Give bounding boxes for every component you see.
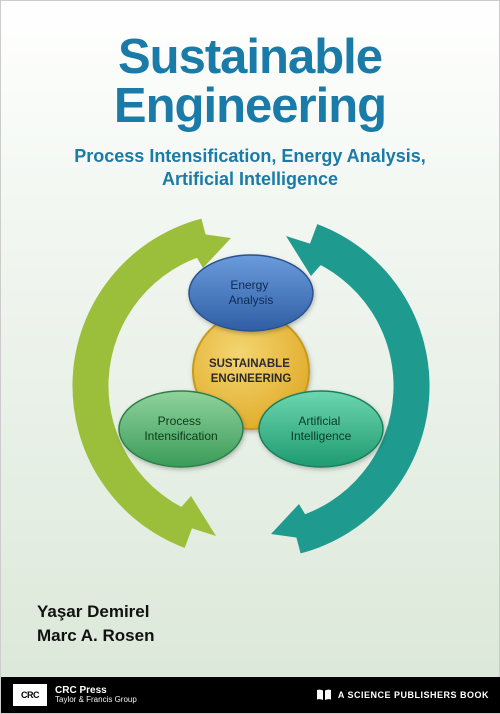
publisher-logo: CRC xyxy=(13,684,47,706)
center-label-line1: SUSTAINABLE xyxy=(209,358,290,370)
book-icon xyxy=(316,689,332,701)
petal-ai-label: Artificial Intelligence xyxy=(291,414,352,443)
publisher-block: CRC CRC Press Taylor & Francis Group xyxy=(13,684,137,706)
publisher-text: CRC Press Taylor & Francis Group xyxy=(55,685,137,705)
cover-diagram: SUSTAINABLE ENGINEERING Energy Analysis … xyxy=(1,191,500,571)
title-block: Sustainable Engineering Process Intensif… xyxy=(1,1,499,190)
footer-bar: CRC CRC Press Taylor & Francis Group A S… xyxy=(1,677,500,713)
petal-energy-label: Energy Analysis xyxy=(229,278,274,307)
footer-right: A SCIENCE PUBLISHERS BOOK xyxy=(316,689,489,701)
book-subtitle: Process Intensification, Energy Analysis… xyxy=(1,145,499,190)
author-1: Yaşar Demirel xyxy=(37,600,154,625)
authors-block: Yaşar Demirel Marc A. Rosen xyxy=(37,600,154,649)
title-line-1: Sustainable xyxy=(118,30,382,84)
author-2: Marc A. Rosen xyxy=(37,624,154,649)
title-line-2: Engineering xyxy=(114,79,386,133)
book-title: Sustainable Engineering xyxy=(1,33,499,131)
ring-arc-right xyxy=(296,241,412,536)
footer-right-text: A SCIENCE PUBLISHERS BOOK xyxy=(338,690,489,700)
center-label-line2: ENGINEERING xyxy=(211,373,292,385)
ring-arc-left xyxy=(90,236,206,531)
publisher-tagline: Taylor & Francis Group xyxy=(55,696,137,705)
